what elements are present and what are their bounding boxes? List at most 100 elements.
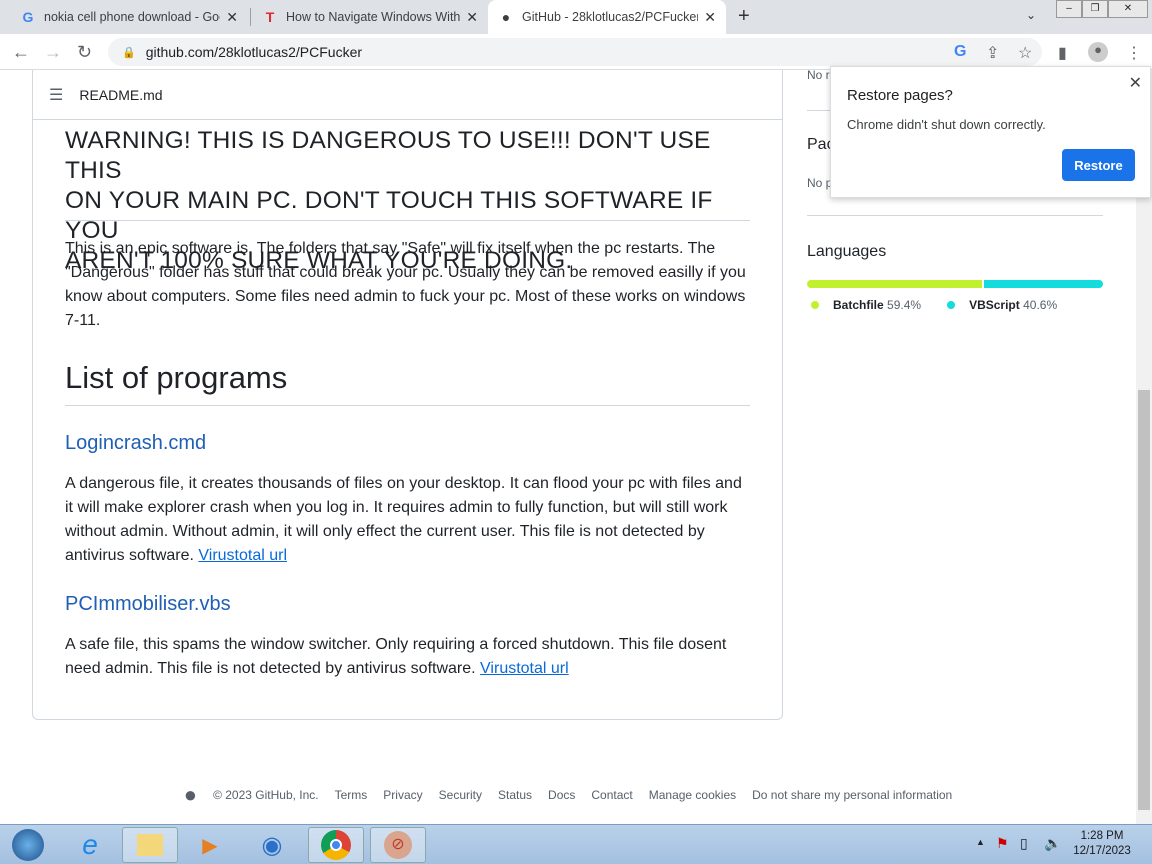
close-tab-icon[interactable]: ✕ (704, 8, 716, 25)
footer-link[interactable]: Security (438, 788, 482, 802)
explorer-icon[interactable] (122, 827, 178, 863)
clock[interactable]: 1:28 PM 12/17/2023 (1070, 830, 1134, 857)
language-list: Batchfile 59.4% VBScript 40.6% (807, 298, 1103, 312)
program-heading[interactable]: Logincrash.cmd (65, 432, 207, 454)
language-dot-icon (811, 301, 819, 309)
profile-icon[interactable]: ● (1088, 42, 1108, 62)
warning-heading: WARNING! THIS IS DANGEROUS TO USE!!! DON… (65, 126, 750, 276)
language-percent: 40.6% (1023, 298, 1058, 312)
footer-link[interactable]: Manage cookies (648, 788, 737, 802)
intro-paragraph: This is an epic software is. The folders… (65, 240, 746, 329)
divider (65, 405, 750, 406)
readme-card (32, 70, 783, 720)
share-icon[interactable]: ⇪ (986, 45, 1000, 62)
divider (807, 215, 1103, 216)
show-hidden-icons[interactable]: ▲ (976, 837, 985, 847)
close-icon[interactable]: ✕ (1128, 75, 1142, 92)
volume-icon[interactable]: 🔈 (1044, 835, 1062, 851)
tab-search-chevron-icon[interactable]: ⌄ (1026, 8, 1037, 22)
no-packages-text: No p (807, 176, 833, 190)
action-center-icon[interactable]: ⚑ (996, 835, 1009, 851)
app-icon[interactable]: ⊘ (370, 827, 426, 863)
readme-header: ☰ README.md (33, 70, 782, 120)
restore-button[interactable]: Restore (1062, 149, 1135, 181)
star-icon[interactable]: ☆ (1018, 45, 1033, 62)
menu-icon[interactable]: ⋮ (1126, 45, 1142, 62)
footer-link[interactable]: Docs (548, 788, 576, 802)
back-icon[interactable]: ← (12, 42, 30, 62)
google-translate-icon[interactable]: G (954, 43, 967, 60)
maximize-button[interactable]: ❐ (1082, 0, 1108, 18)
address-bar-row: ← → ↻ 🔒 github.com/28klotlucas2/PCFucker … (0, 34, 1152, 70)
footer-links: Terms Privacy Security Status Docs Contact Man… (335, 788, 953, 802)
close-window-button[interactable]: ✕ (1108, 0, 1148, 18)
new-tab-button[interactable]: + (738, 5, 750, 27)
google-icon: G (22, 9, 34, 25)
network-icon[interactable]: ▯ (1020, 835, 1028, 851)
time: 1:28 PM (1080, 830, 1124, 842)
footer-link[interactable]: Do not share my personal information (752, 788, 953, 802)
language-name: VBScript (969, 298, 1020, 312)
taskbar: e ▶ ◉ ⊘ ▲ ⚑ ▯ 🔈 1:28 PM 12/17/2023 (0, 824, 1152, 864)
popup-message: Chrome didn't shut down correctly. (847, 117, 1046, 132)
program-heading[interactable]: PCImmobiliser.vbs (65, 593, 231, 615)
readme-filename: README.md (79, 86, 163, 103)
scrollbar-thumb[interactable] (1138, 390, 1150, 810)
chrome-icon[interactable] (308, 827, 364, 863)
date: 12/17/2023 (1073, 845, 1131, 857)
tab-title: GitHub - 28klotlucas2/PCFucker: (522, 10, 699, 24)
program-description: A dangerous file, it creates thousands o… (65, 472, 750, 568)
security-icon[interactable]: ◉ (261, 831, 283, 859)
list-heading: List of programs (65, 360, 288, 395)
github-icon: ● (501, 9, 511, 25)
tab-title: How to Navigate Windows Without (286, 10, 461, 24)
warning-line: AREN'T 100% SURE WHAT YOU'RE DOING. (65, 247, 573, 274)
github-logo-icon[interactable]: ● (183, 782, 198, 807)
tab-separator (250, 8, 251, 26)
side-panel-icon[interactable]: ▮ (1058, 45, 1067, 62)
tab-navigate-windows[interactable]: T How to Navigate Windows Without ✕ (252, 0, 488, 34)
outline-list-icon[interactable]: ☰ (49, 86, 64, 104)
minimize-button[interactable]: – (1056, 0, 1082, 18)
language-bar-segment (807, 280, 982, 288)
footer-link[interactable]: Terms (334, 788, 368, 802)
language-item[interactable]: Batchfile 59.4% (807, 298, 921, 312)
language-bar-segment (983, 280, 1103, 288)
languages-heading: Languages (807, 243, 887, 260)
tab-title: nokia cell phone download - Google (44, 10, 220, 24)
start-button[interactable] (0, 827, 56, 863)
language-dot-icon (947, 301, 956, 309)
language-name: Batchfile (833, 298, 884, 312)
virustotal-link[interactable]: Virustotal url (198, 547, 288, 564)
program-description: A safe file, this spams the window switc… (65, 633, 750, 681)
reload-icon[interactable]: ↻ (77, 42, 93, 62)
language-percent: 59.4% (887, 298, 922, 312)
copyright: © 2023 GitHub, Inc. (213, 788, 319, 802)
footer: ● © 2023 GitHub, Inc. Terms Privacy Securi… (0, 782, 1136, 808)
warning-line: ON YOUR MAIN PC. DON'T TOUCH THIS SOFTWA… (65, 187, 713, 244)
media-player-icon[interactable]: ▶ (202, 834, 218, 857)
close-tab-icon[interactable]: ✕ (226, 8, 238, 25)
footer-link[interactable]: Status (498, 788, 533, 802)
language-item[interactable]: VBScript 40.6% (943, 298, 1057, 312)
language-bar (807, 280, 1103, 288)
restore-pages-popup: Restore pages? Chrome didn't shut down c… (830, 66, 1151, 198)
popup-title: Restore pages? (847, 87, 953, 104)
desc-text: A safe file, this spams the window switc… (65, 636, 727, 677)
tab-github[interactable]: ● GitHub - 28klotlucas2/PCFucker: ✕ (488, 0, 726, 34)
footer-link[interactable]: Privacy (383, 788, 423, 802)
scrollbar[interactable] (1136, 70, 1152, 824)
lock-icon: 🔒 (122, 46, 136, 59)
virustotal-link[interactable]: Virustotal url (480, 660, 569, 677)
footer-link[interactable]: Contact (591, 788, 633, 802)
warning-line: WARNING! THIS IS DANGEROUS TO USE!!! DON… (65, 127, 711, 184)
internet-explorer-icon[interactable]: e (82, 829, 98, 860)
packages-heading[interactable]: Pac (807, 136, 835, 153)
forward-icon[interactable]: → (44, 42, 62, 62)
close-tab-icon[interactable]: ✕ (466, 8, 478, 25)
divider (65, 220, 750, 221)
url-text: github.com/28klotlucas2/PCFucker (145, 44, 363, 60)
url-input[interactable]: 🔒 github.com/28klotlucas2/PCFucker (108, 38, 1042, 66)
